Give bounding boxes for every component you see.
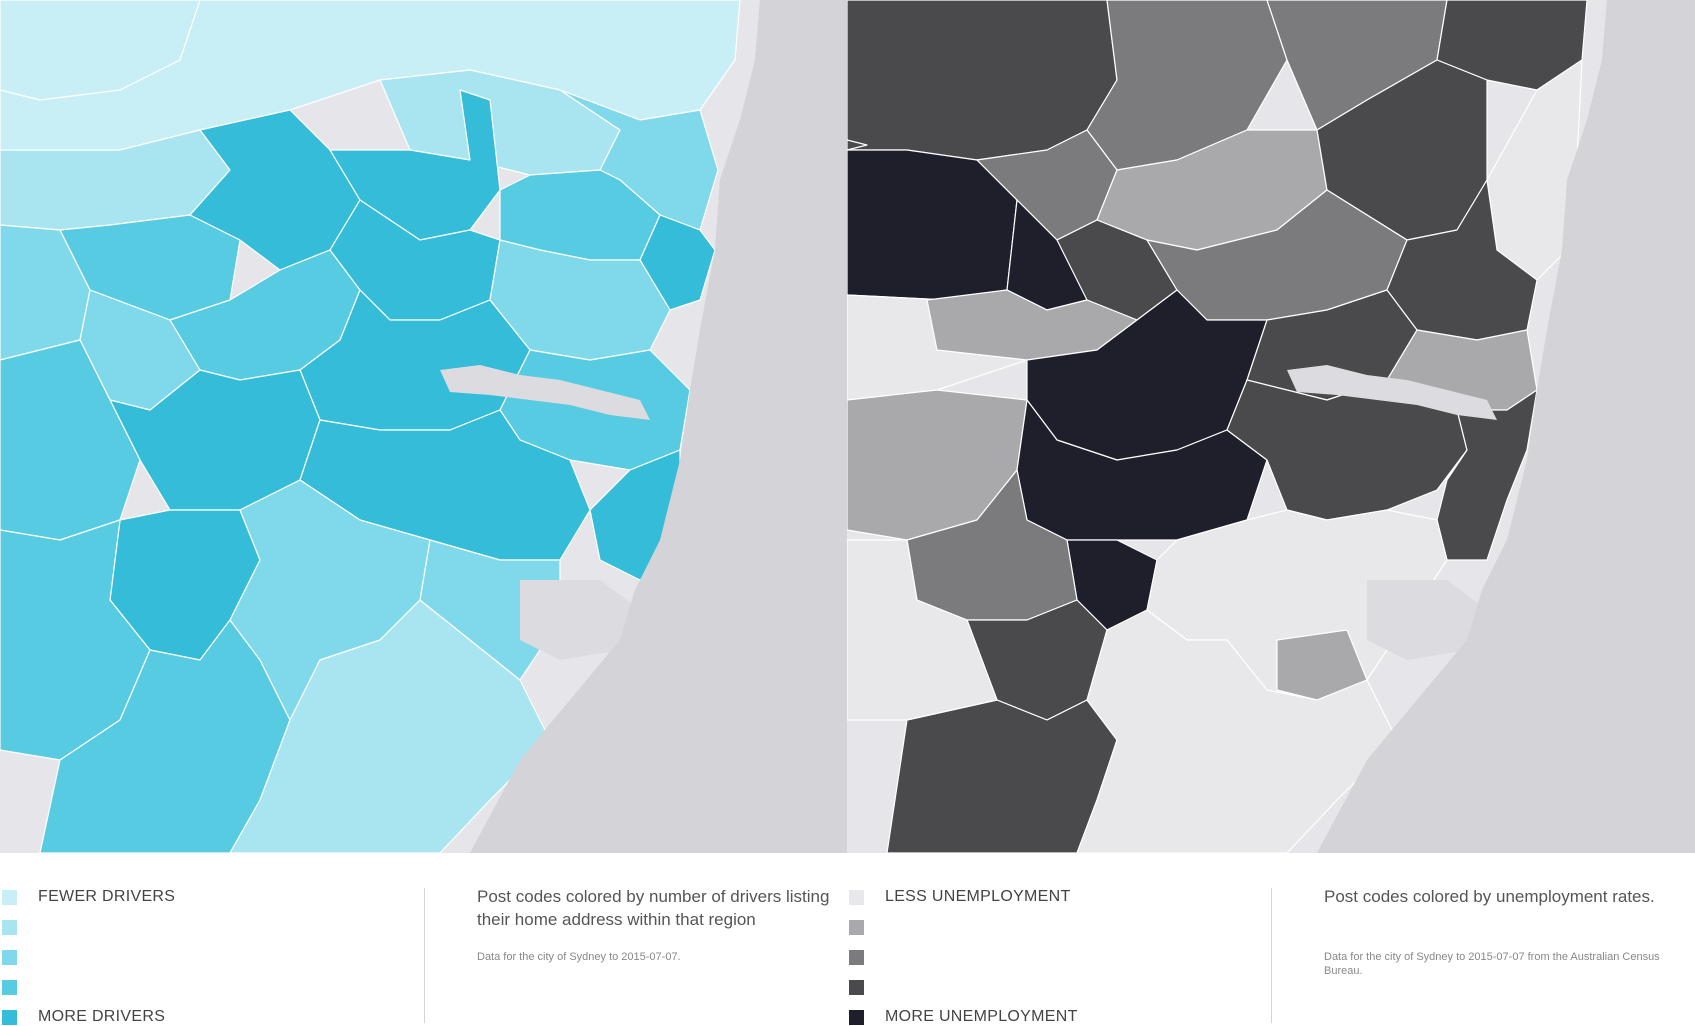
region-south-west-light[interactable] <box>847 539 998 721</box>
data-source-note: Data for the city of Sydney to 2015-07-0… <box>477 951 681 963</box>
ocean-coast <box>470 0 847 853</box>
region-far-north-west[interactable] <box>0 0 201 101</box>
region-west-b[interactable] <box>847 139 868 151</box>
harbour <box>440 365 650 420</box>
botany-bay <box>1367 580 1487 660</box>
drivers-choropleth <box>0 0 847 853</box>
legend-divider <box>424 888 425 1023</box>
legend-high-label: MORE UNEMPLOYMENT <box>885 1008 1078 1025</box>
legend-swatch-1 <box>849 920 864 935</box>
map-caption: Post codes colored by number of drivers … <box>477 887 830 929</box>
legend-swatch-3 <box>849 980 864 995</box>
legend-low-label: FEWER DRIVERS <box>38 888 176 905</box>
ocean-coast <box>1317 0 1695 853</box>
unemployment-legend: LESS UNEMPLOYMENT MORE UNEMPLOYMENT Post… <box>847 853 1695 1026</box>
legend-swatch-1 <box>2 920 17 935</box>
region-eastern-dark[interactable] <box>1436 389 1538 561</box>
legend-high-label: MORE DRIVERS <box>38 1008 166 1025</box>
legend-swatch-2 <box>2 950 17 965</box>
legend-low-label: LESS UNEMPLOYMENT <box>885 888 1071 905</box>
legend-swatch-2 <box>849 950 864 965</box>
data-source-note: Data for the city of Sydney to 2015-07-0… <box>1324 951 1660 977</box>
legend-swatch-3 <box>2 980 17 995</box>
legend-swatch-0 <box>2 890 17 905</box>
drivers-map[interactable] <box>0 0 847 853</box>
map-caption: Post codes colored by unemployment rates… <box>1324 887 1655 906</box>
legend-divider <box>1271 888 1272 1023</box>
unemployment-map[interactable] <box>847 0 1695 853</box>
botany-bay <box>520 580 640 660</box>
drivers-legend: FEWER DRIVERS MORE DRIVERS Post codes co… <box>0 853 847 1026</box>
unemployment-choropleth <box>847 0 1695 853</box>
region-royal-np[interactable] <box>1076 609 1398 853</box>
legend-swatch-4 <box>849 1010 864 1025</box>
legend-swatch-0 <box>849 890 864 905</box>
region-south-far[interactable] <box>886 699 1118 853</box>
harbour <box>1287 365 1497 420</box>
legend-swatch-4 <box>2 1010 17 1025</box>
